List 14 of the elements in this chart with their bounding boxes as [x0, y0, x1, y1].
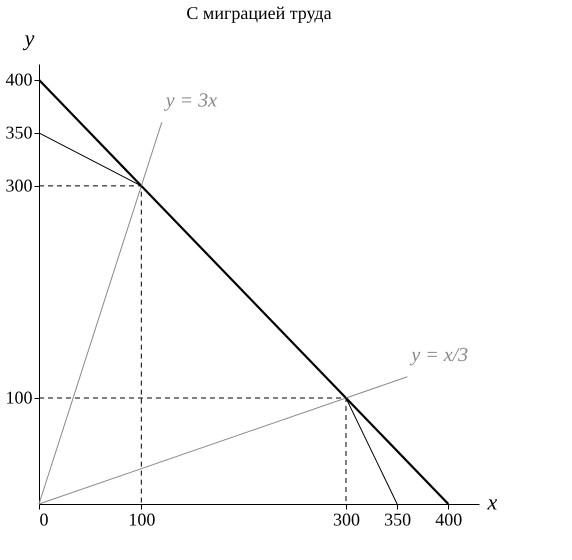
y-tick-label: 400 — [6, 69, 32, 90]
x-tick-label: 0 — [40, 510, 48, 530]
annotation: y = x/3 — [409, 344, 468, 366]
y-tick-label: 300 — [6, 175, 32, 196]
x-axis-title: x — [486, 490, 498, 514]
chart-title: С миграцией труда — [186, 3, 332, 23]
y-axis-title: y — [22, 26, 35, 50]
y-tick-label: 100 — [6, 387, 32, 408]
y-tick-label: 350 — [6, 122, 32, 142]
x-tick-label: 400 — [435, 510, 462, 530]
x-tick-label: 350 — [384, 510, 412, 530]
annotation: y = 3x — [164, 89, 218, 112]
x-tick-label: 300 — [332, 510, 360, 530]
x-tick-label: 100 — [128, 510, 156, 530]
